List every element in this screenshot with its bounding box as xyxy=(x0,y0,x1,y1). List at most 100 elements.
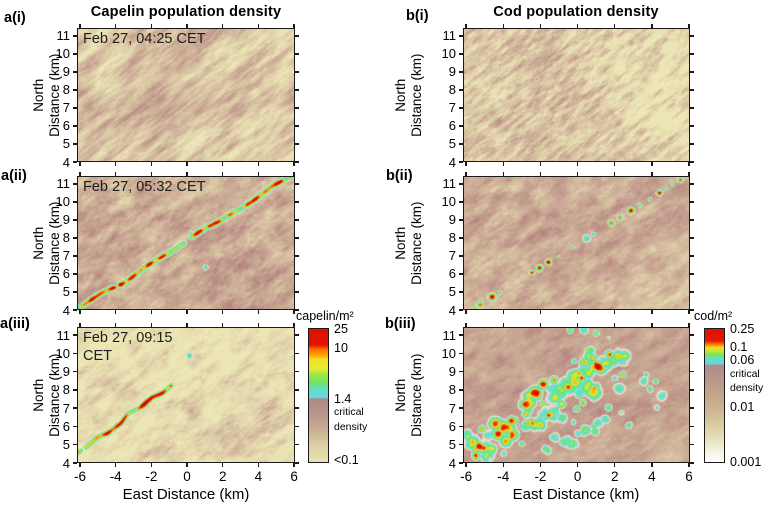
x-tick-mark xyxy=(502,162,504,166)
x-tick-mark xyxy=(150,172,153,176)
x-tick-mark xyxy=(465,463,467,467)
x-tick-mark xyxy=(614,162,616,166)
y-tick-mark xyxy=(459,201,463,203)
x-tick-mark xyxy=(115,24,117,28)
y-tick-label: 4 xyxy=(448,154,456,170)
y-tick-mark xyxy=(690,71,694,73)
y-tick-label: 10 xyxy=(55,345,70,361)
x-tick-mark xyxy=(79,162,81,166)
x-tick-mark xyxy=(614,172,616,176)
y-tick-mark xyxy=(690,255,694,257)
x-tick-mark xyxy=(186,24,188,28)
x-tick-mark xyxy=(257,162,260,166)
y-tick-mark xyxy=(690,370,694,373)
x-tick-mark xyxy=(115,162,117,166)
heatmap-panel-ai: Feb 27, 04:25 CET xyxy=(77,28,295,162)
y-tick-mark xyxy=(459,35,463,37)
colorbar-tick-label-capelin: 1.4 xyxy=(334,392,352,406)
y-tick-label: 4 xyxy=(62,154,70,170)
y-tick-mark xyxy=(459,425,463,428)
y-tick-mark xyxy=(459,370,463,373)
x-tick-mark xyxy=(257,172,260,176)
y-tick-mark xyxy=(73,183,77,185)
y-tick-mark xyxy=(295,389,299,391)
colorbar-tick-label-capelin: 10 xyxy=(334,340,348,355)
x-axis-label-a: East Distance (km) xyxy=(122,486,250,503)
y-tick-mark xyxy=(295,444,299,446)
x-tick-label: -2 xyxy=(145,469,158,484)
x-tick-mark xyxy=(465,24,467,28)
colorbar-tick-label-capelin: 25 xyxy=(334,321,348,336)
cod-colorbar-label: cod/m² xyxy=(694,309,733,323)
x-tick-label: 6 xyxy=(290,469,298,484)
colorbar-tick-label-cod: 0.01 xyxy=(730,399,755,414)
y-tick-label: 9 xyxy=(448,212,456,228)
y-tick-mark xyxy=(690,462,694,464)
y-tick-label: 4 xyxy=(62,302,70,318)
y-tick-label: 7 xyxy=(448,248,456,264)
y-tick-label: 10 xyxy=(55,194,70,210)
x-tick-mark xyxy=(186,323,188,327)
y-tick-mark xyxy=(295,237,299,239)
x-tick-mark xyxy=(502,24,504,28)
y-tick-mark xyxy=(73,143,77,145)
y-tick-mark xyxy=(690,219,694,221)
x-tick-mark xyxy=(222,463,224,467)
y-axis-label-biii: North Distance (km) xyxy=(393,320,425,470)
y-tick-label: 10 xyxy=(441,46,456,62)
x-tick-mark xyxy=(651,172,653,176)
y-tick-label: 4 xyxy=(448,455,456,471)
y-tick-mark xyxy=(690,389,694,391)
y-tick-label: 10 xyxy=(441,345,456,361)
x-tick-label: -2 xyxy=(534,469,547,484)
y-axis-label-line2: Distance (km) xyxy=(409,201,424,285)
x-tick-mark xyxy=(688,323,690,327)
y-tick-mark xyxy=(459,273,463,275)
y-tick-mark xyxy=(690,425,694,428)
y-tick-mark xyxy=(295,291,299,293)
y-tick-mark xyxy=(295,462,299,464)
y-tick-label: 6 xyxy=(448,118,456,134)
y-tick-mark xyxy=(295,334,299,336)
y-tick-mark xyxy=(73,219,77,221)
y-tick-mark xyxy=(73,370,77,373)
y-tick-label: 9 xyxy=(62,212,70,228)
y-tick-mark xyxy=(295,309,299,311)
heatmap-panel-bi xyxy=(463,28,690,162)
y-tick-label: 5 xyxy=(448,284,456,300)
y-tick-label: 7 xyxy=(62,400,70,416)
y-tick-mark xyxy=(459,309,463,311)
x-tick-mark xyxy=(651,310,653,314)
y-tick-label: 7 xyxy=(62,100,70,116)
x-tick-mark xyxy=(539,24,542,28)
x-tick-label: 2 xyxy=(611,469,619,484)
x-tick-mark xyxy=(222,24,224,28)
y-tick-mark xyxy=(73,71,77,73)
y-tick-mark xyxy=(73,407,77,409)
y-axis-label-line1: North xyxy=(392,378,408,412)
y-tick-mark xyxy=(459,143,463,145)
y-tick-mark xyxy=(690,291,694,293)
y-tick-mark xyxy=(73,291,77,293)
y-tick-label: 9 xyxy=(62,364,70,380)
x-tick-mark xyxy=(150,323,153,327)
timestamp-aiii: Feb 27, 09:15 CET xyxy=(83,330,173,365)
y-tick-label: 6 xyxy=(62,418,70,434)
x-tick-mark xyxy=(465,172,467,176)
y-tick-mark xyxy=(73,425,77,428)
y-tick-mark xyxy=(690,183,694,185)
y-tick-mark xyxy=(73,237,77,239)
x-tick-mark xyxy=(651,162,653,166)
y-tick-mark xyxy=(73,462,77,464)
panel-label-bi: b(i) xyxy=(406,8,429,24)
panel-label-ai: a(i) xyxy=(4,10,26,26)
y-axis-label-line2: Distance (km) xyxy=(409,53,424,137)
y-tick-mark xyxy=(459,183,463,185)
heatmap-panel-aiii: Feb 27, 09:15 CET xyxy=(77,327,295,463)
y-tick-mark xyxy=(459,255,463,257)
panel-label-biii: b(iii) xyxy=(385,316,416,332)
y-tick-mark xyxy=(73,125,77,127)
y-tick-label: 7 xyxy=(62,248,70,264)
y-tick-label: 5 xyxy=(62,136,70,152)
y-tick-mark xyxy=(690,273,694,275)
